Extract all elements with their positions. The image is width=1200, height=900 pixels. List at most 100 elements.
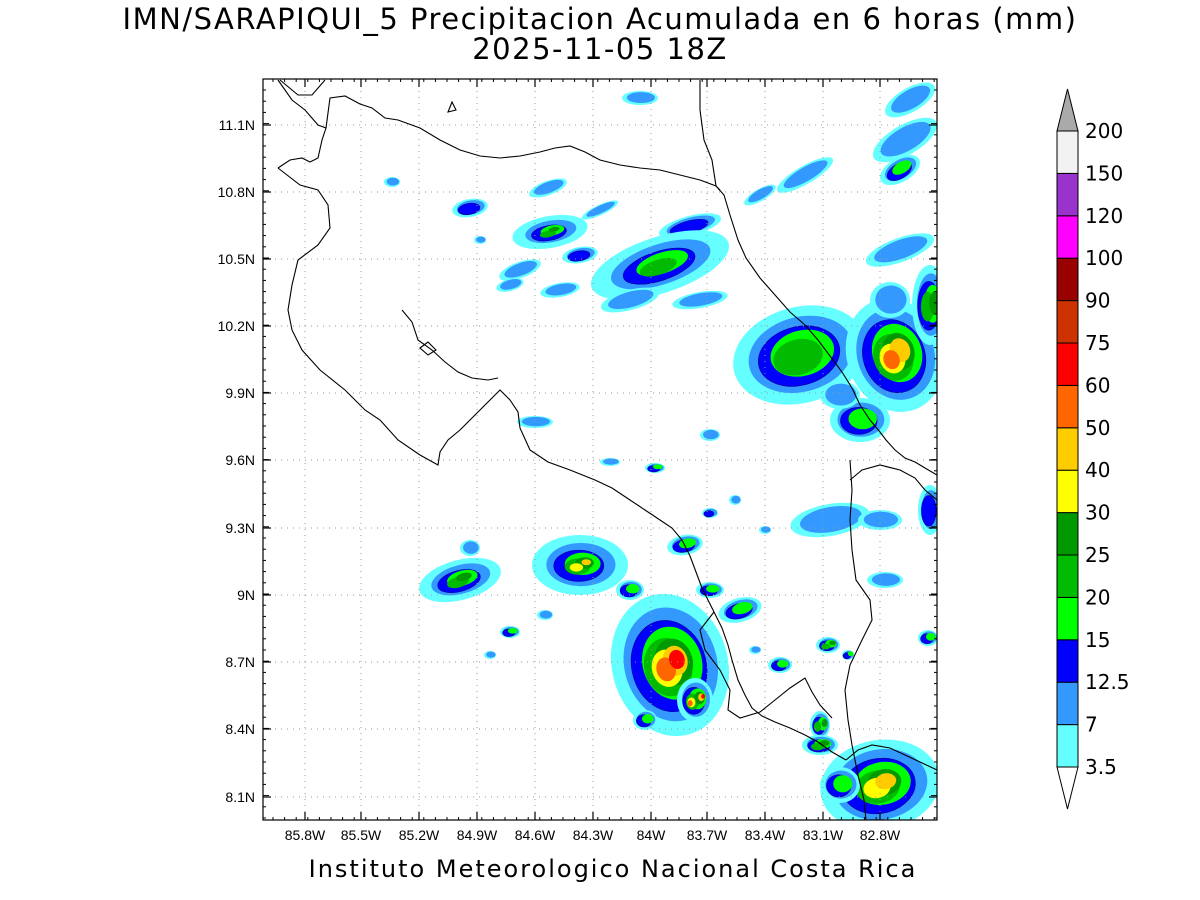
rain-contour (821, 718, 828, 728)
colorbar-level-label: 100 (1085, 246, 1123, 270)
colorbar-lower-triangle (1056, 766, 1079, 810)
rain-contour (603, 458, 619, 465)
rain-contour (457, 202, 481, 216)
rain-cell (600, 287, 660, 313)
rain-cell (867, 572, 903, 588)
rain-cell (768, 657, 792, 673)
rain-contour (891, 85, 931, 113)
rain-cell (872, 117, 937, 163)
panama-pacific-coast (845, 744, 937, 771)
rain-contour (761, 526, 771, 533)
lon-tick-label: 83.1W (803, 827, 844, 843)
rain-cell (499, 259, 541, 281)
rain-cell (562, 246, 598, 264)
plot-area (263, 79, 937, 820)
rain-contour (642, 714, 654, 724)
rain-cell (633, 710, 657, 730)
lat-tick-label: 8.7N (225, 654, 255, 670)
small-island (447, 100, 457, 113)
chart-subtitle-datetime: 2025-11-05 18Z (472, 32, 728, 66)
rain-contour (626, 92, 655, 104)
colorbar-swatch (1056, 384, 1079, 429)
rain-cell (500, 626, 520, 638)
costa-rica-panama-border (844, 459, 873, 820)
rain-contour (871, 573, 900, 586)
colorbar-swatch (1056, 724, 1079, 768)
rain-contour (751, 646, 761, 653)
rain-contour (829, 640, 836, 646)
colorbar-swatch (1056, 215, 1079, 259)
rain-contour (706, 585, 720, 593)
rain-contour (652, 464, 663, 470)
rain-cell (484, 651, 496, 659)
colorbar-swatch (1056, 257, 1079, 302)
rain-contour (921, 495, 937, 527)
rain-cell (744, 184, 776, 206)
lon-tick-label: 84.6W (515, 827, 556, 843)
rain-contour (773, 338, 823, 376)
lake-nicaragua-shore (279, 79, 326, 96)
rain-cell (718, 597, 762, 623)
lon-tick-label: 84.9W (457, 827, 498, 843)
lat-tick-label: 10.8N (218, 184, 255, 200)
rain-contour (748, 186, 773, 203)
rain-contour (687, 700, 693, 707)
rain-cell (658, 213, 722, 239)
gridlines (263, 79, 937, 820)
rain-cell (816, 637, 840, 653)
rain-contour (703, 510, 715, 518)
colorbar-level-label: 12.5 (1085, 670, 1130, 694)
rain-contour (819, 740, 830, 746)
rain-contour (783, 160, 828, 189)
axis-ticks: 11.1N 10.8N 10.5N 10.2N 9.9N 9.6N 9.3N 9N 8.7N 8.… (218, 79, 937, 843)
rain-cell (517, 416, 553, 428)
rain-contour (825, 383, 857, 406)
rain-contour (476, 236, 486, 243)
colorbar-level-label: 90 (1085, 289, 1110, 313)
rain-contour (883, 350, 900, 370)
rain-cell (885, 82, 935, 118)
rain-cell (820, 381, 860, 409)
rain-cell (820, 739, 937, 820)
rain-contour (874, 236, 928, 263)
rain-contour (533, 179, 564, 195)
lat-tick-label: 9.6N (225, 452, 255, 468)
rain-cell (537, 610, 553, 620)
colorbar-level-label: 150 (1085, 161, 1123, 185)
rain-contour (833, 775, 853, 793)
rain-contour (777, 660, 789, 668)
colorbar-swatch (1056, 596, 1079, 641)
colorbar-level-label: 25 (1085, 543, 1110, 567)
chira-island (419, 341, 437, 356)
rain-cell (700, 429, 720, 441)
rain-cell (810, 711, 830, 739)
rain-contour (813, 721, 822, 732)
colorbar-level-label: 50 (1085, 416, 1110, 440)
rain-contour (486, 651, 496, 658)
bocas-del-toro-coast (849, 464, 937, 501)
rain-cell (672, 290, 728, 310)
rain-contour (586, 201, 615, 217)
colorbar-level-label: 40 (1085, 458, 1110, 482)
rain-cell (590, 230, 730, 300)
colorbar-level-label: 200 (1085, 119, 1123, 143)
rain-cell (600, 458, 620, 466)
coastline-borders (277, 79, 937, 820)
colorbar-level-label: 20 (1085, 585, 1110, 609)
rain-contour (703, 429, 719, 440)
nicaragua-coast (277, 79, 721, 191)
rain-contour (929, 291, 937, 315)
rain-contour (500, 279, 522, 290)
lat-tick-label: 9N (237, 587, 255, 603)
lon-tick-label: 82.8W (860, 827, 901, 843)
osa-peninsula (699, 611, 833, 719)
colorbar-swatch (1056, 554, 1079, 598)
colorbar-level-label: 3.5 (1085, 755, 1117, 779)
rain-cell (729, 495, 741, 505)
rain-contour (863, 511, 899, 528)
rain-contour (567, 250, 591, 262)
rain-contour (626, 584, 640, 594)
rain-contour (504, 261, 537, 278)
rain-contour (800, 506, 862, 533)
rain-contour (731, 495, 741, 504)
